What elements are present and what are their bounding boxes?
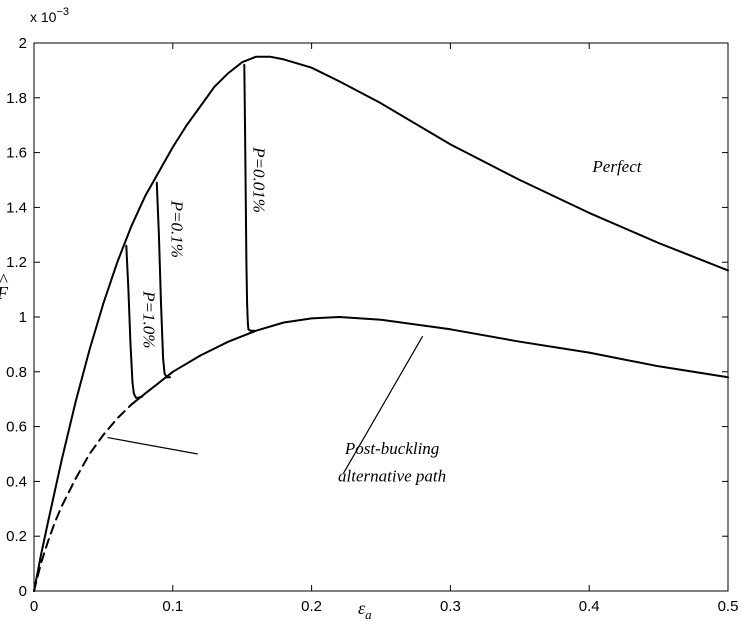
leader-line [107, 436, 198, 455]
y-tick-label: 1.4 [6, 199, 27, 216]
y-tick-label: 1.6 [6, 145, 27, 162]
annotation-label: P=1.0% [140, 290, 159, 348]
annotation-label: P=0.1% [167, 200, 186, 258]
leader-lines [107, 335, 424, 474]
y-tick-label: 0 [19, 583, 27, 600]
annotation-label: alternative path [338, 466, 446, 485]
annotation-label: P=0.01% [249, 146, 268, 213]
x-tick-label: 0.3 [440, 598, 461, 615]
plot-area [33, 42, 729, 592]
y-tick-label: 0.2 [6, 528, 27, 545]
x-tick-label: 0.2 [301, 598, 322, 615]
annotations: Perfect P=1.0% P=0.1% P=0.01% Post-buckling a… [140, 146, 643, 485]
y-tick-label: 2 [19, 35, 27, 52]
y-axis-label-hat: ^ [0, 270, 8, 290]
y-tick-label: 0.8 [6, 364, 27, 381]
x-tick-label: 0.1 [162, 598, 183, 615]
series-line [33, 403, 133, 592]
y-tick-label: 1 [19, 309, 27, 326]
series-line [125, 244, 144, 399]
annotation-label: Post-buckling [344, 439, 439, 458]
y-multiplier: x 10−3 [30, 6, 69, 25]
series-line [155, 181, 171, 379]
data-series [33, 55, 729, 592]
x-axis-label: εa [358, 598, 372, 622]
series-line [243, 63, 256, 332]
annotation-label: Perfect [591, 157, 642, 176]
series-line [33, 55, 729, 592]
y-tick-label: 0.6 [6, 419, 27, 436]
x-tick-label: 0.4 [579, 598, 600, 615]
y-axis-label: F [0, 283, 9, 303]
y-tick-label: 0.4 [6, 473, 27, 490]
y-tick-label: 1.8 [6, 90, 27, 107]
axis-ticks: 0 0.1 0.2 0.3 0.4 0.5 0 0.2 0.4 0.6 0.8 1 1.2 1.4 1.6 1… [6, 35, 738, 615]
leader-line [343, 335, 424, 474]
x-tick-label: 0 [30, 598, 38, 615]
x-tick-label: 0.5 [718, 598, 739, 615]
y-tick-label: 1.2 [6, 254, 27, 271]
